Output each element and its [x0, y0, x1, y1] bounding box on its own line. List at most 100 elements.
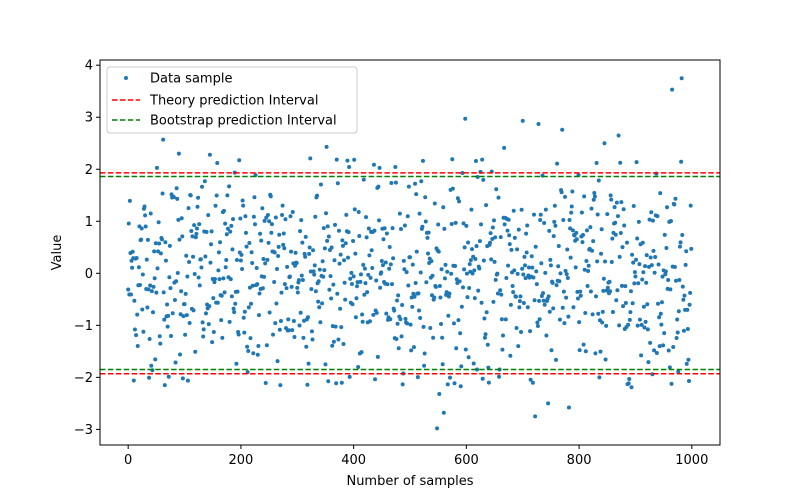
data-point	[197, 283, 202, 288]
data-point	[211, 330, 216, 335]
data-point	[446, 294, 451, 299]
data-point	[140, 272, 145, 277]
data-point	[285, 264, 290, 269]
data-point	[328, 274, 333, 279]
data-point	[145, 237, 150, 242]
data-point	[256, 313, 261, 318]
data-point	[593, 351, 598, 356]
data-point	[485, 342, 490, 347]
data-point	[187, 260, 192, 265]
data-point	[149, 363, 154, 368]
data-point	[157, 334, 162, 339]
data-point	[450, 157, 455, 162]
data-point	[578, 293, 583, 298]
data-point	[663, 269, 668, 274]
data-point	[178, 312, 183, 317]
data-point	[441, 205, 446, 210]
data-point	[458, 384, 463, 389]
data-point	[378, 285, 383, 290]
data-point	[524, 231, 529, 236]
data-point	[216, 250, 221, 255]
data-point	[185, 378, 190, 383]
data-point	[594, 294, 598, 299]
data-point	[196, 275, 201, 280]
data-point	[203, 311, 208, 316]
data-point	[676, 369, 681, 374]
data-point	[488, 231, 493, 236]
data-point	[438, 295, 443, 300]
data-point	[202, 179, 207, 184]
data-point	[371, 162, 376, 167]
data-point	[185, 274, 190, 279]
data-point	[608, 289, 613, 294]
data-point	[197, 222, 202, 227]
data-point	[530, 380, 535, 385]
data-point	[346, 255, 350, 260]
data-point	[488, 240, 493, 245]
data-point	[324, 211, 329, 216]
data-point	[493, 235, 498, 240]
data-point	[318, 320, 323, 325]
data-point	[569, 204, 574, 209]
data-point	[347, 374, 352, 379]
data-point	[132, 298, 137, 303]
data-point	[679, 76, 684, 81]
data-point	[248, 336, 253, 341]
data-point	[497, 374, 502, 379]
data-point	[299, 273, 304, 278]
data-point	[430, 273, 435, 278]
data-point	[327, 287, 332, 292]
data-point	[213, 203, 218, 208]
data-point	[284, 286, 289, 291]
data-point	[228, 277, 233, 282]
data-point	[379, 259, 384, 264]
data-point	[309, 329, 314, 334]
data-point	[379, 270, 384, 275]
data-point	[522, 263, 527, 268]
data-point	[675, 330, 680, 335]
data-point	[374, 310, 379, 315]
data-point	[610, 309, 615, 314]
data-point	[667, 365, 672, 370]
data-point	[477, 239, 482, 244]
data-point	[442, 276, 447, 281]
data-point	[171, 195, 176, 200]
data-point	[132, 327, 137, 332]
data-point	[152, 276, 157, 281]
data-point	[265, 257, 270, 262]
data-point	[268, 194, 273, 199]
data-point	[175, 271, 180, 276]
data-point	[496, 195, 501, 200]
data-point	[303, 254, 308, 259]
data-point	[253, 222, 257, 227]
data-point	[305, 382, 310, 387]
data-point	[483, 332, 488, 337]
data-point	[498, 288, 503, 293]
data-point	[439, 267, 444, 272]
data-point	[297, 323, 302, 328]
data-point	[400, 303, 405, 307]
x-tick-label: 800	[567, 453, 592, 468]
data-point	[627, 377, 632, 382]
data-point	[578, 289, 583, 294]
data-point	[484, 203, 489, 208]
data-point	[658, 311, 663, 316]
data-point	[169, 333, 174, 338]
data-point	[368, 275, 373, 280]
data-point	[325, 224, 330, 229]
data-point	[665, 205, 670, 210]
data-point	[636, 281, 641, 286]
legend-marker-data-sample	[124, 76, 128, 80]
data-point	[158, 341, 163, 346]
data-point	[468, 258, 473, 263]
data-point	[361, 177, 366, 182]
data-point	[168, 286, 173, 291]
data-point	[246, 349, 251, 354]
data-point	[652, 270, 657, 275]
data-point	[657, 344, 662, 349]
data-point	[514, 326, 519, 331]
data-point	[443, 262, 448, 267]
data-point	[193, 349, 198, 354]
data-point	[194, 226, 199, 231]
data-point	[393, 165, 398, 170]
